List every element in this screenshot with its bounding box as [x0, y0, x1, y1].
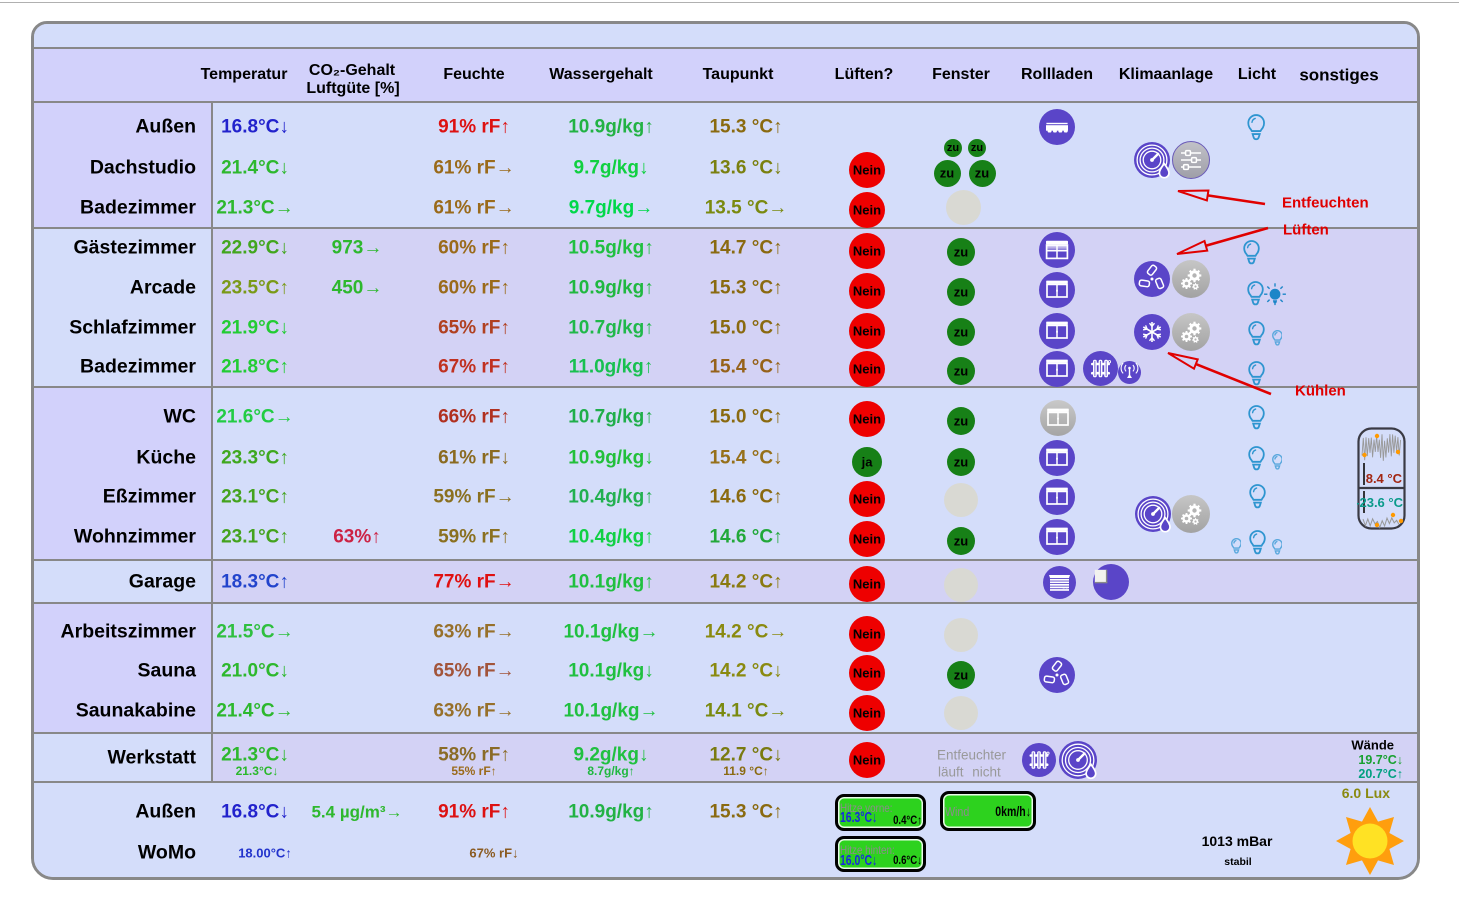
svg-text:-23.6 °C: -23.6 °C — [1357, 495, 1404, 510]
svg-text:8.4 °C: 8.4 °C — [1366, 471, 1403, 486]
